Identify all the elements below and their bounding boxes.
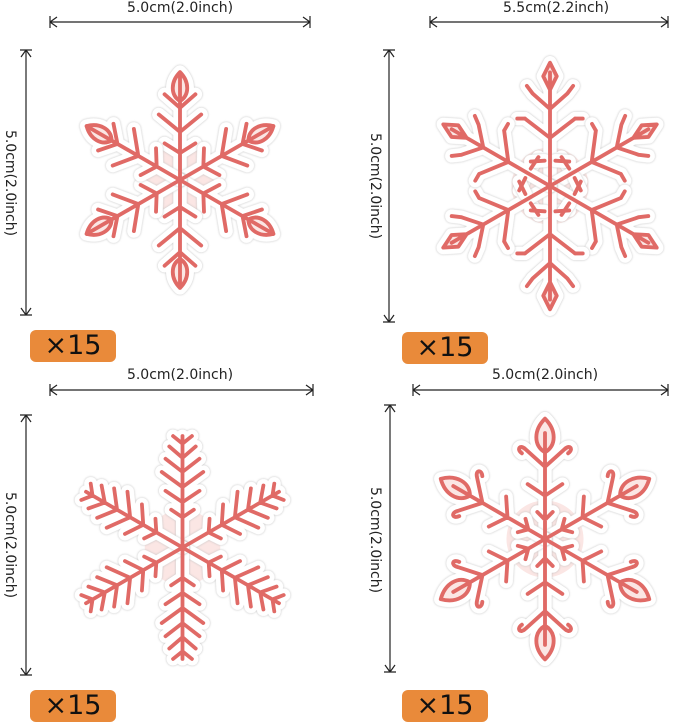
- snowflake-arm: [159, 545, 206, 661]
- snowflake-arm: [517, 537, 573, 662]
- snowflake-arm: [84, 121, 182, 182]
- snowflake-arm: [438, 469, 547, 541]
- snowflake-arm: [548, 113, 659, 196]
- snowflake-arm: [543, 469, 652, 541]
- snowflake-arm: [79, 481, 185, 550]
- snowflake-arm: [79, 545, 185, 614]
- snowflake-image: [434, 411, 656, 667]
- snowflake-arm: [180, 545, 286, 614]
- height-label: 5.0cm(2.0inch): [2, 491, 18, 599]
- snowflake-arm: [178, 178, 276, 239]
- snowflake-arm: [438, 537, 547, 609]
- snowflake-arm: [441, 113, 552, 196]
- width-label: 5.0cm(2.0inch): [491, 367, 599, 383]
- width-label: 5.0cm(2.0inch): [126, 0, 234, 16]
- snowflake-arm: [84, 178, 182, 239]
- snowflake-arm: [543, 537, 652, 609]
- snowflake-arm: [156, 70, 204, 182]
- snowflake-image: [79, 65, 281, 295]
- snowflake-image: [436, 55, 664, 317]
- snowflake-arm: [548, 176, 659, 259]
- width-label: 5.5cm(2.2inch): [502, 0, 610, 16]
- width-label: 5.0cm(2.0inch): [126, 367, 234, 383]
- snowflake-arm: [441, 176, 552, 259]
- height-label: 5.0cm(2.0inch): [367, 132, 383, 240]
- quantity-badge: ×15: [30, 330, 116, 362]
- height-label: 5.0cm(2.0inch): [2, 129, 18, 237]
- snowflake-arm: [178, 121, 276, 182]
- snowflake-image: [74, 429, 291, 666]
- quantity-badge: ×15: [402, 332, 488, 364]
- snowflake-arm: [515, 184, 585, 312]
- snowflake-arm: [156, 178, 204, 290]
- snowflake-arm: [180, 481, 286, 550]
- quantity-badge: ×15: [30, 690, 116, 722]
- height-label: 5.0cm(2.0inch): [367, 486, 383, 594]
- snowflake-arm: [517, 416, 573, 541]
- quantity-badge: ×15: [402, 690, 488, 722]
- snowflake-arm: [159, 434, 206, 550]
